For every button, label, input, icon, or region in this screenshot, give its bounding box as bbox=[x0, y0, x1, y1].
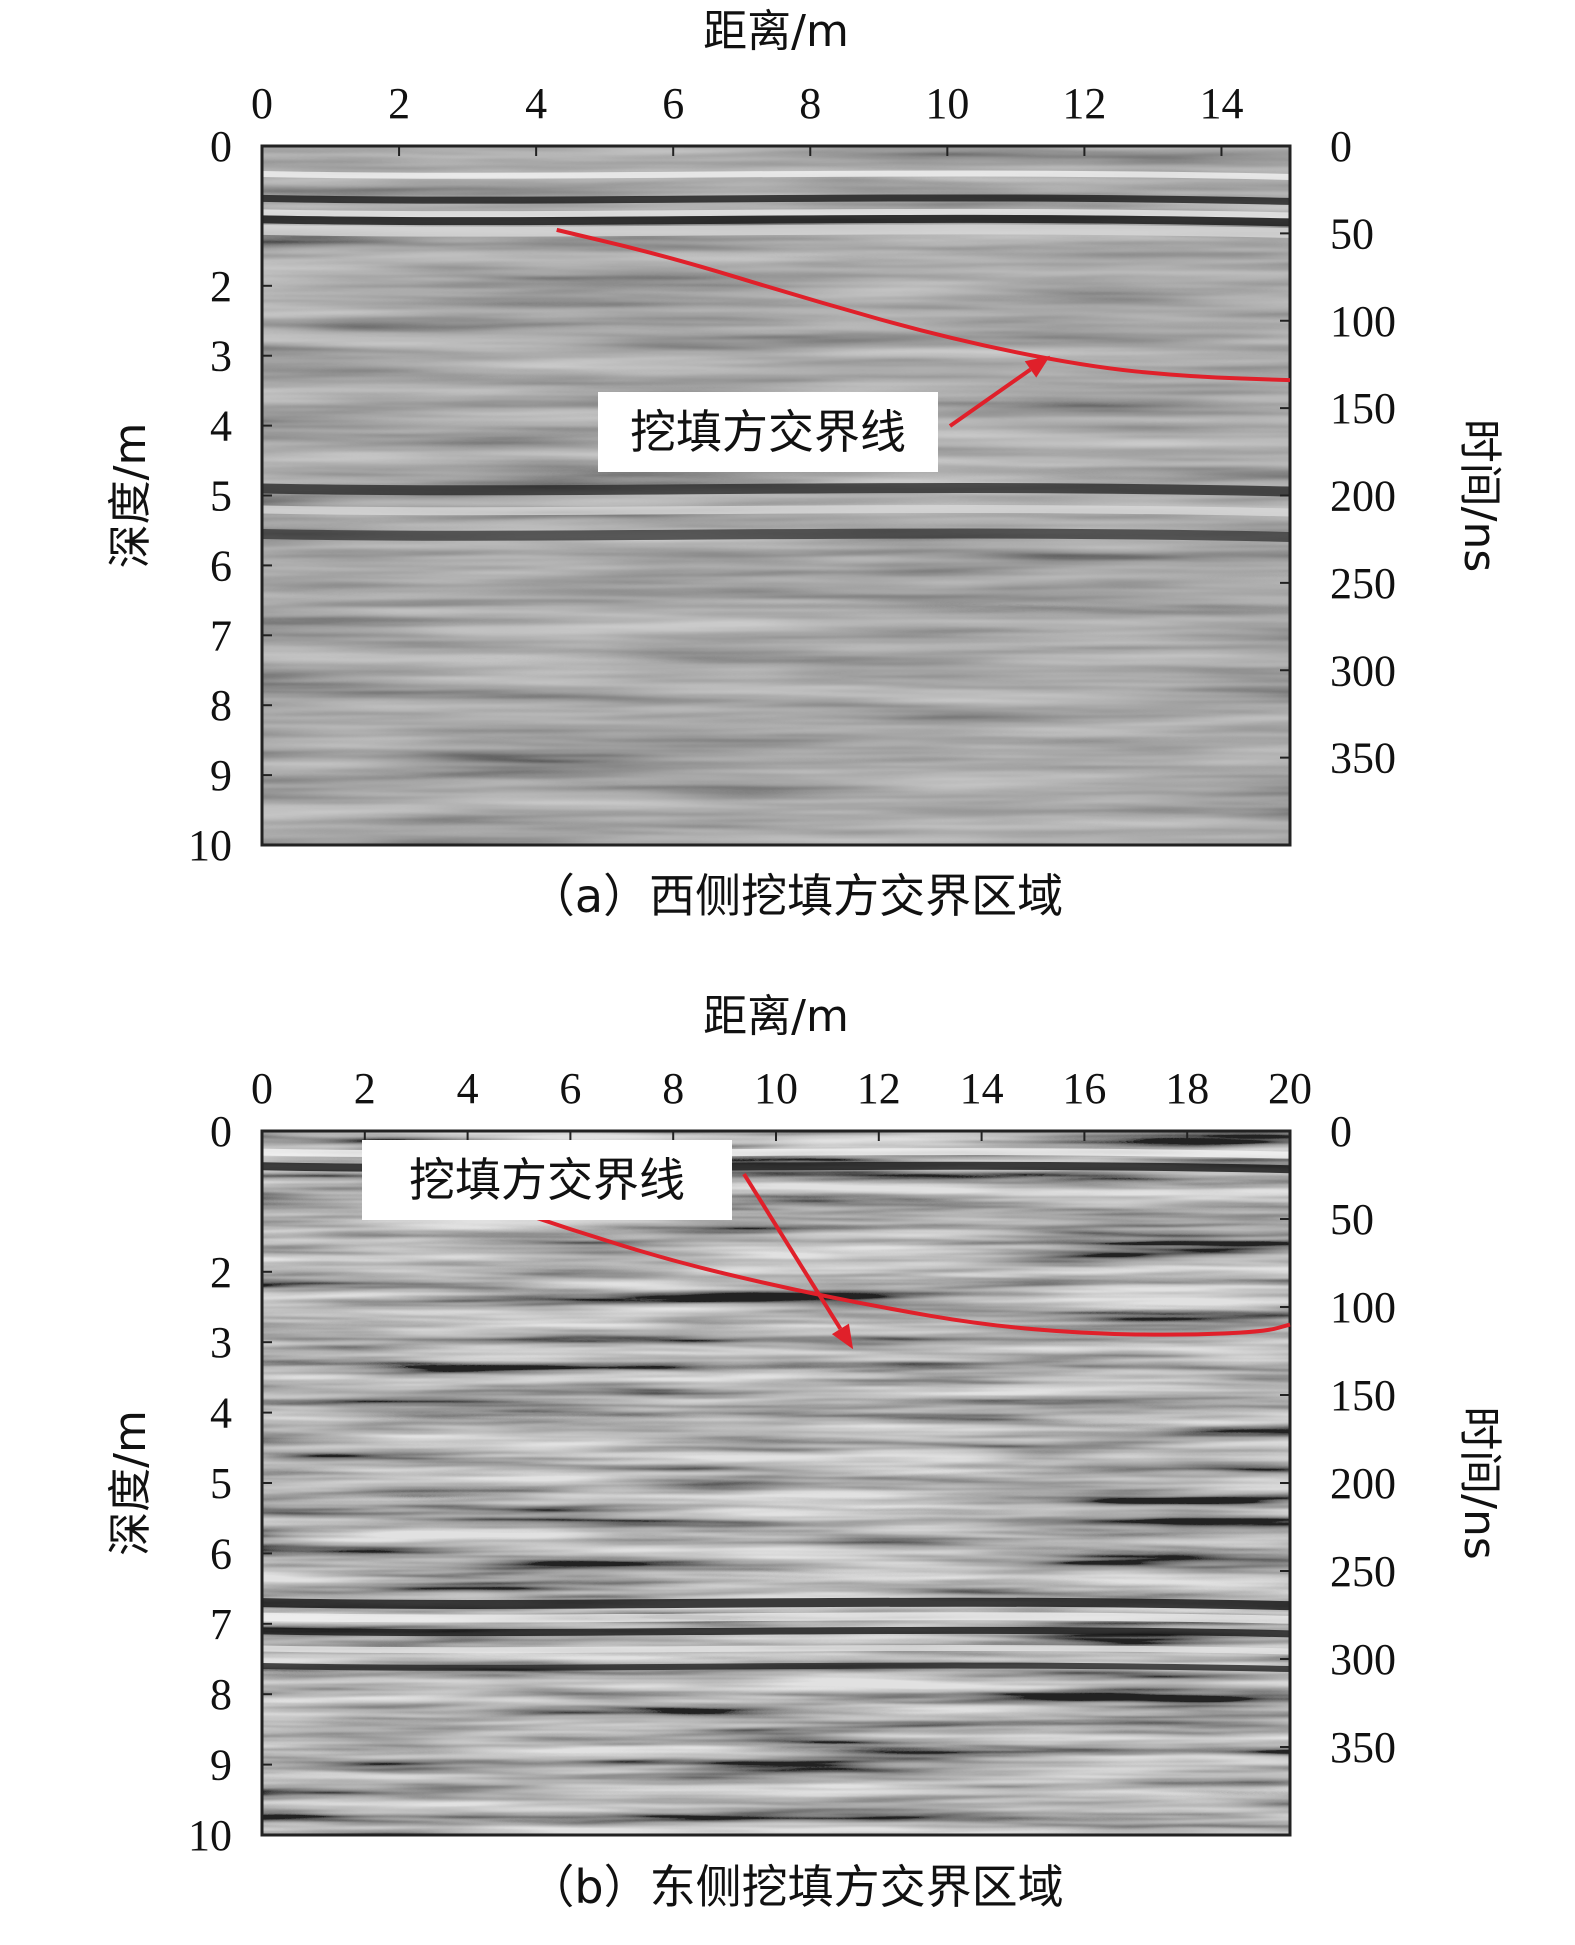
y-left-tick-label: 0 bbox=[210, 1107, 232, 1156]
panel-caption: （b）东侧挖填方交界区域 bbox=[528, 1860, 1063, 1914]
boundary-line bbox=[556, 227, 1291, 383]
x-tick-label: 6 bbox=[662, 79, 684, 128]
y-left-tick-label: 6 bbox=[210, 1529, 232, 1578]
x-tick-label: 4 bbox=[525, 79, 547, 128]
x-tick-label: 0 bbox=[251, 79, 273, 128]
y-left-tick-label: 10 bbox=[188, 821, 232, 870]
x-tick-label: 16 bbox=[1062, 1064, 1106, 1113]
y-right-axis-title: 时间/ns bbox=[1454, 419, 1505, 573]
y-left-axis-title: 深度/m bbox=[105, 423, 156, 569]
annotation-label: 挖填方交界线 bbox=[409, 1153, 685, 1207]
y-right-tick-label: 50 bbox=[1330, 209, 1374, 258]
y-right-tick-label: 300 bbox=[1330, 646, 1396, 695]
panel-a: 0 2 4 6 8 10 12 14 距离/m 0 2 3 4 5 6 7 8 9 10 深度/m 0 50 100 150 2… bbox=[0, 0, 1575, 960]
y-left-tick-label: 2 bbox=[210, 1248, 232, 1297]
panel-b: 0 2 4 6 8 10 12 14 16 18 20 距离/m 0 2 3 4 5 6 7 8 9 10 深度/m 0 50 1… bbox=[0, 985, 1575, 1945]
y-left-tick-label: 3 bbox=[210, 1318, 232, 1367]
radar-image bbox=[262, 1131, 1290, 1835]
y-right-tick-label: 250 bbox=[1330, 1547, 1396, 1596]
y-left-tick-label: 7 bbox=[210, 611, 232, 660]
panel-caption: （a）西侧挖填方交界区域 bbox=[529, 869, 1063, 923]
y-right-tick-label: 50 bbox=[1330, 1195, 1374, 1244]
y-left-tick-label: 7 bbox=[210, 1600, 232, 1649]
x-tick-label: 0 bbox=[251, 1064, 273, 1113]
y-right-tick-label: 200 bbox=[1330, 472, 1396, 521]
y-left-tick-label: 8 bbox=[210, 1670, 232, 1719]
x-tick-label: 12 bbox=[857, 1064, 901, 1113]
y-left-tick-label: 8 bbox=[210, 681, 232, 730]
y-left-tick-label: 9 bbox=[210, 751, 232, 800]
y-right-axis-title: 时间/ns bbox=[1454, 1406, 1505, 1560]
y-left-tick-label: 4 bbox=[210, 402, 232, 451]
x-tick-label: 4 bbox=[457, 1064, 479, 1113]
x-tick-label: 12 bbox=[1062, 79, 1106, 128]
x-tick-label: 18 bbox=[1165, 1064, 1209, 1113]
y-left-tick-label: 9 bbox=[210, 1741, 232, 1790]
y-right-tick-label: 350 bbox=[1330, 1723, 1396, 1772]
y-left-tick-label: 4 bbox=[210, 1389, 232, 1438]
annotation-arrow bbox=[742, 1172, 843, 1330]
y-right-tick-label: 300 bbox=[1330, 1635, 1396, 1684]
y-right-tick-label: 350 bbox=[1330, 734, 1396, 783]
y-right-tick-label: 250 bbox=[1330, 559, 1396, 608]
x-tick-label: 14 bbox=[960, 1064, 1004, 1113]
y-left-tick-label: 5 bbox=[210, 1459, 232, 1508]
y-left-axis-title: 深度/m bbox=[105, 1410, 156, 1556]
annotation-box bbox=[598, 392, 938, 472]
y-right-tick-label: 150 bbox=[1330, 1371, 1396, 1420]
y-right-tick-label: 0 bbox=[1330, 1107, 1352, 1156]
radar-chart-b: 0 2 4 6 8 10 12 14 16 18 20 距离/m 0 2 3 4 5 6 7 8 9 10 深度/m 0 50 1… bbox=[105, 991, 1505, 1914]
y-right-tick-label: 200 bbox=[1330, 1459, 1396, 1508]
x-tick-label: 14 bbox=[1199, 79, 1243, 128]
y-left-tick-label: 10 bbox=[188, 1811, 232, 1860]
x-tick-label: 2 bbox=[388, 79, 410, 128]
y-left-tick-label: 6 bbox=[210, 541, 232, 590]
y-right-tick-label: 100 bbox=[1330, 297, 1396, 346]
y-left-tick-label: 5 bbox=[210, 472, 232, 521]
annotation-label: 挖填方交界线 bbox=[630, 405, 906, 459]
x-axis-title: 距离/m bbox=[703, 991, 849, 1042]
annotation-box bbox=[362, 1140, 732, 1220]
radar-chart-a: 0 2 4 6 8 10 12 14 距离/m 0 2 3 4 5 6 7 8 9 10 深度/m 0 50 100 150 2… bbox=[105, 6, 1505, 923]
annotation-arrowhead bbox=[1024, 355, 1051, 378]
x-tick-label: 8 bbox=[799, 79, 821, 128]
x-axis-title: 距离/m bbox=[703, 6, 849, 57]
y-left-tick-label: 3 bbox=[210, 332, 232, 381]
y-left-tick-label: 2 bbox=[210, 262, 232, 311]
x-tick-label: 2 bbox=[354, 1064, 376, 1113]
x-tick-label: 6 bbox=[559, 1064, 581, 1113]
radar-image bbox=[262, 146, 1290, 845]
y-right-tick-label: 100 bbox=[1330, 1283, 1396, 1332]
x-tick-label: 8 bbox=[662, 1064, 684, 1113]
x-tick-label: 10 bbox=[925, 79, 969, 128]
x-tick-label: 10 bbox=[754, 1064, 798, 1113]
annotation-arrowhead bbox=[831, 1323, 854, 1350]
y-right-tick-label: 0 bbox=[1330, 122, 1352, 171]
annotation-arrow bbox=[948, 367, 1032, 428]
x-tick-label: 20 bbox=[1268, 1064, 1312, 1113]
y-left-tick-label: 0 bbox=[210, 122, 232, 171]
y-right-tick-label: 150 bbox=[1330, 384, 1396, 433]
